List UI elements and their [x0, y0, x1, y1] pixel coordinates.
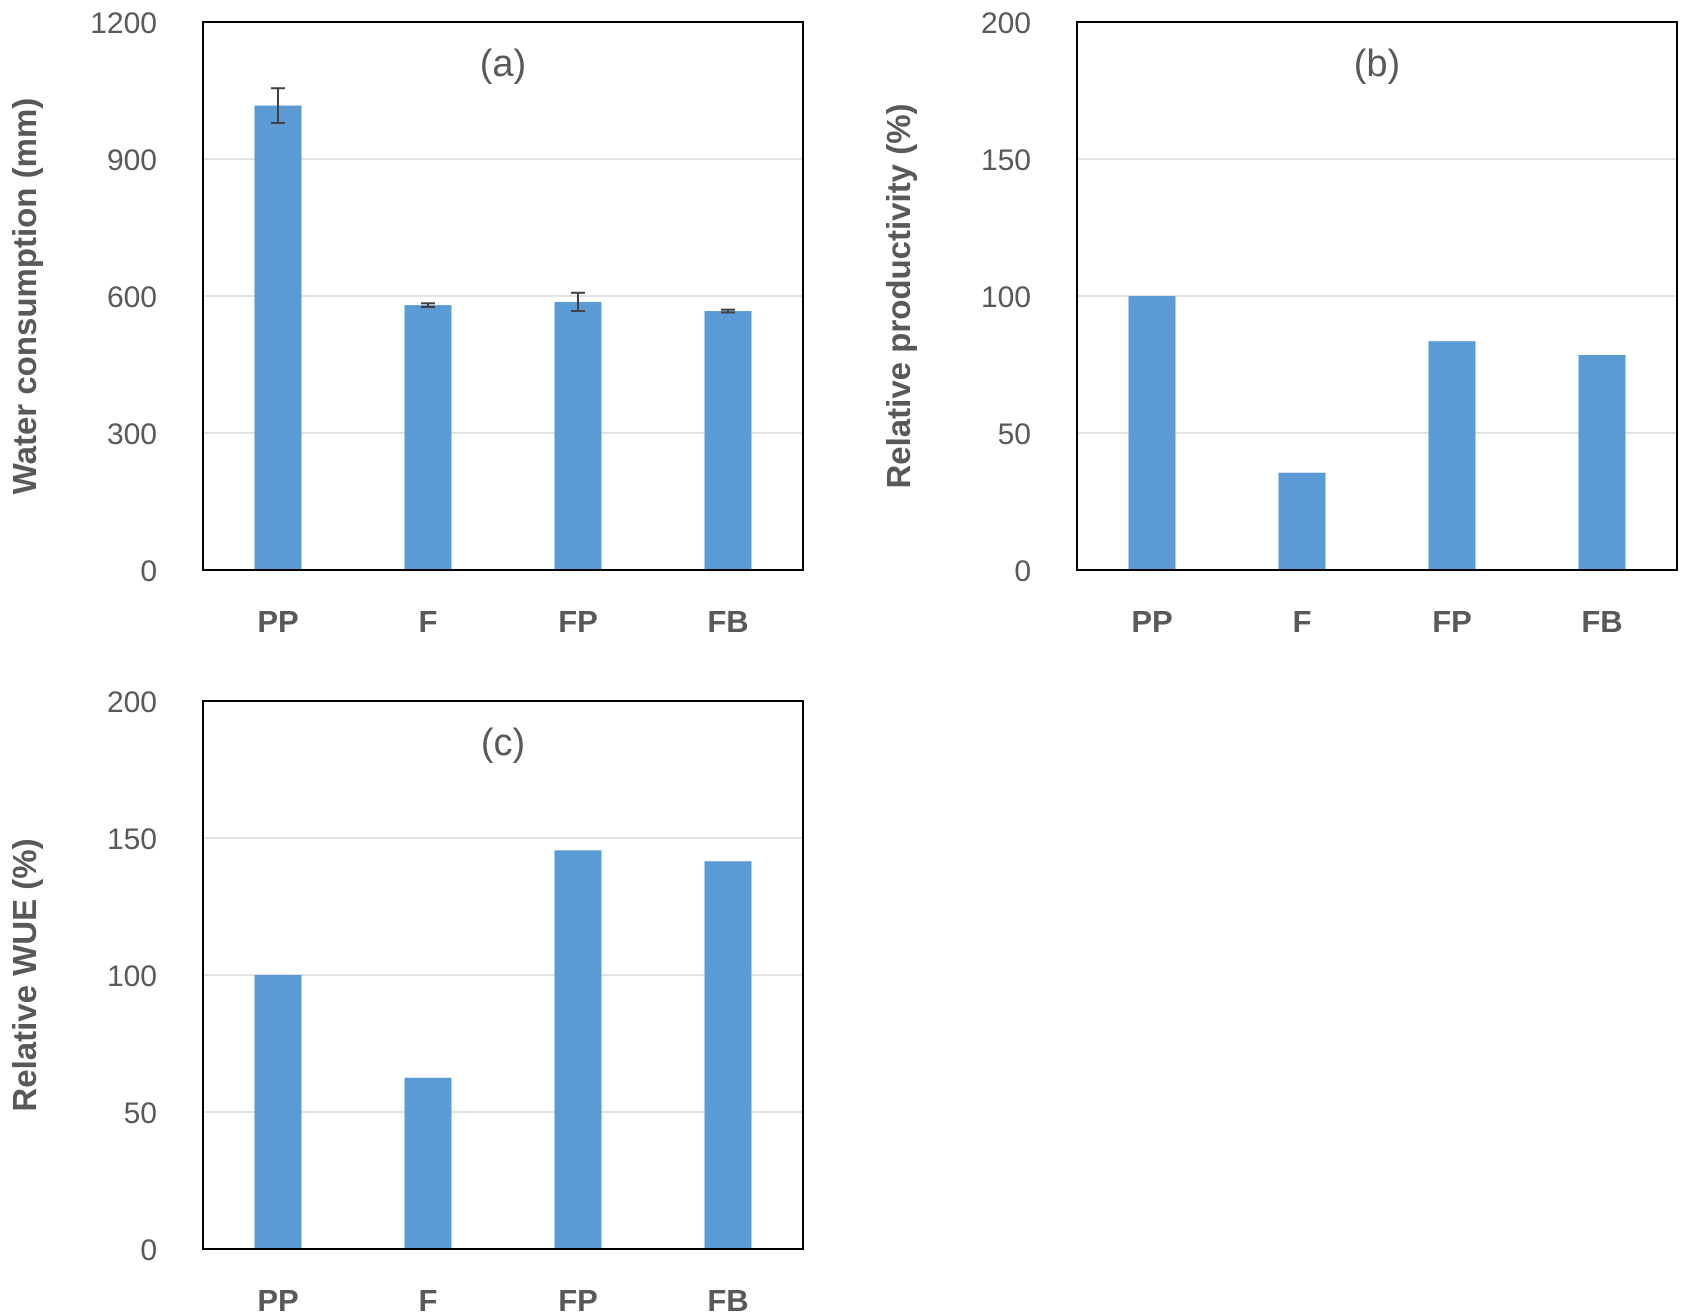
x-tick-label: FP	[558, 1283, 598, 1315]
error-bar-fb	[721, 308, 735, 314]
y-tick-label: 200	[981, 7, 1031, 40]
bar-pp	[1128, 296, 1176, 570]
chart-panel-a: 0 300 600 900 1200 PP F FP FB (a) Water consump…	[6, 7, 804, 639]
bar-fb	[704, 861, 752, 1249]
y-tick-label: 150	[107, 823, 157, 856]
x-tick-label: FB	[1581, 604, 1622, 639]
y-tick-label: 150	[981, 144, 1031, 177]
y-tick-label: 100	[107, 960, 157, 993]
chart-panel-c: 0 50 100 150 200 PP F FP FB (c) Relative WUE (%…	[6, 686, 804, 1315]
y-tick-label: 1200	[90, 7, 157, 40]
y-axis-title: Relative WUE (%)	[6, 838, 43, 1111]
x-tick-labels: PP F FP FB	[1131, 604, 1622, 639]
y-tick-label: 0	[140, 555, 157, 588]
bar-fp	[554, 301, 602, 570]
y-tick-label: 600	[107, 281, 157, 314]
panel-title: (a)	[480, 43, 526, 85]
bar-fp	[554, 850, 602, 1249]
x-tick-label: FB	[707, 604, 748, 639]
gridlines	[203, 158, 803, 434]
plot-frame	[1076, 21, 1678, 571]
bars	[254, 105, 752, 570]
x-tick-label: F	[1293, 604, 1312, 639]
chart-panel-b: 0 50 100 150 200 PP F FP FB (b) Relative produc…	[880, 7, 1678, 639]
y-tick-label: 900	[107, 144, 157, 177]
x-tick-label: PP	[257, 1283, 298, 1315]
x-tick-labels: PP F FP FB	[257, 604, 748, 639]
error-bar-f	[421, 302, 435, 308]
x-tick-label: FP	[1432, 604, 1472, 639]
bar-pp	[254, 105, 302, 570]
error-bar-fp	[571, 291, 585, 313]
bar-fb	[704, 311, 752, 570]
panel-title: (b)	[1354, 43, 1400, 85]
y-tick-label: 50	[998, 418, 1031, 451]
y-tick-label: 50	[124, 1097, 157, 1130]
x-tick-label: F	[419, 1283, 438, 1315]
plot-frame	[202, 21, 804, 571]
y-axis-title: Relative productivity (%)	[880, 103, 917, 488]
x-tick-label: PP	[1131, 604, 1172, 639]
gridlines	[1077, 158, 1677, 434]
y-tick-labels: 0 50 100 150 200	[107, 686, 157, 1267]
bar-f	[404, 1077, 452, 1249]
y-tick-label: 300	[107, 418, 157, 451]
x-tick-label: FP	[558, 604, 598, 639]
bar-fb	[1578, 354, 1626, 570]
y-tick-label: 0	[1014, 555, 1031, 588]
error-bars	[271, 87, 735, 314]
x-tick-label: F	[419, 604, 438, 639]
bar-f	[1278, 472, 1326, 570]
y-tick-labels: 0 300 600 900 1200	[90, 7, 157, 588]
error-bar-pp	[271, 87, 285, 124]
y-axis-title: Water consumption (mm)	[6, 98, 43, 495]
y-tick-label: 0	[140, 1234, 157, 1267]
bar-fp	[1428, 341, 1476, 570]
gridlines	[203, 837, 803, 1113]
y-tick-label: 200	[107, 686, 157, 719]
y-tick-label: 100	[981, 281, 1031, 314]
bar-pp	[254, 975, 302, 1249]
x-tick-label: FB	[707, 1283, 748, 1315]
plot-frame	[202, 700, 804, 1250]
bar-f	[404, 305, 452, 570]
panel-title: (c)	[481, 722, 525, 764]
bars	[254, 850, 752, 1249]
y-tick-labels: 0 50 100 150 200	[981, 7, 1031, 588]
bars	[1128, 296, 1626, 570]
x-tick-label: PP	[257, 604, 298, 639]
x-tick-labels: PP F FP FB	[257, 1283, 748, 1315]
